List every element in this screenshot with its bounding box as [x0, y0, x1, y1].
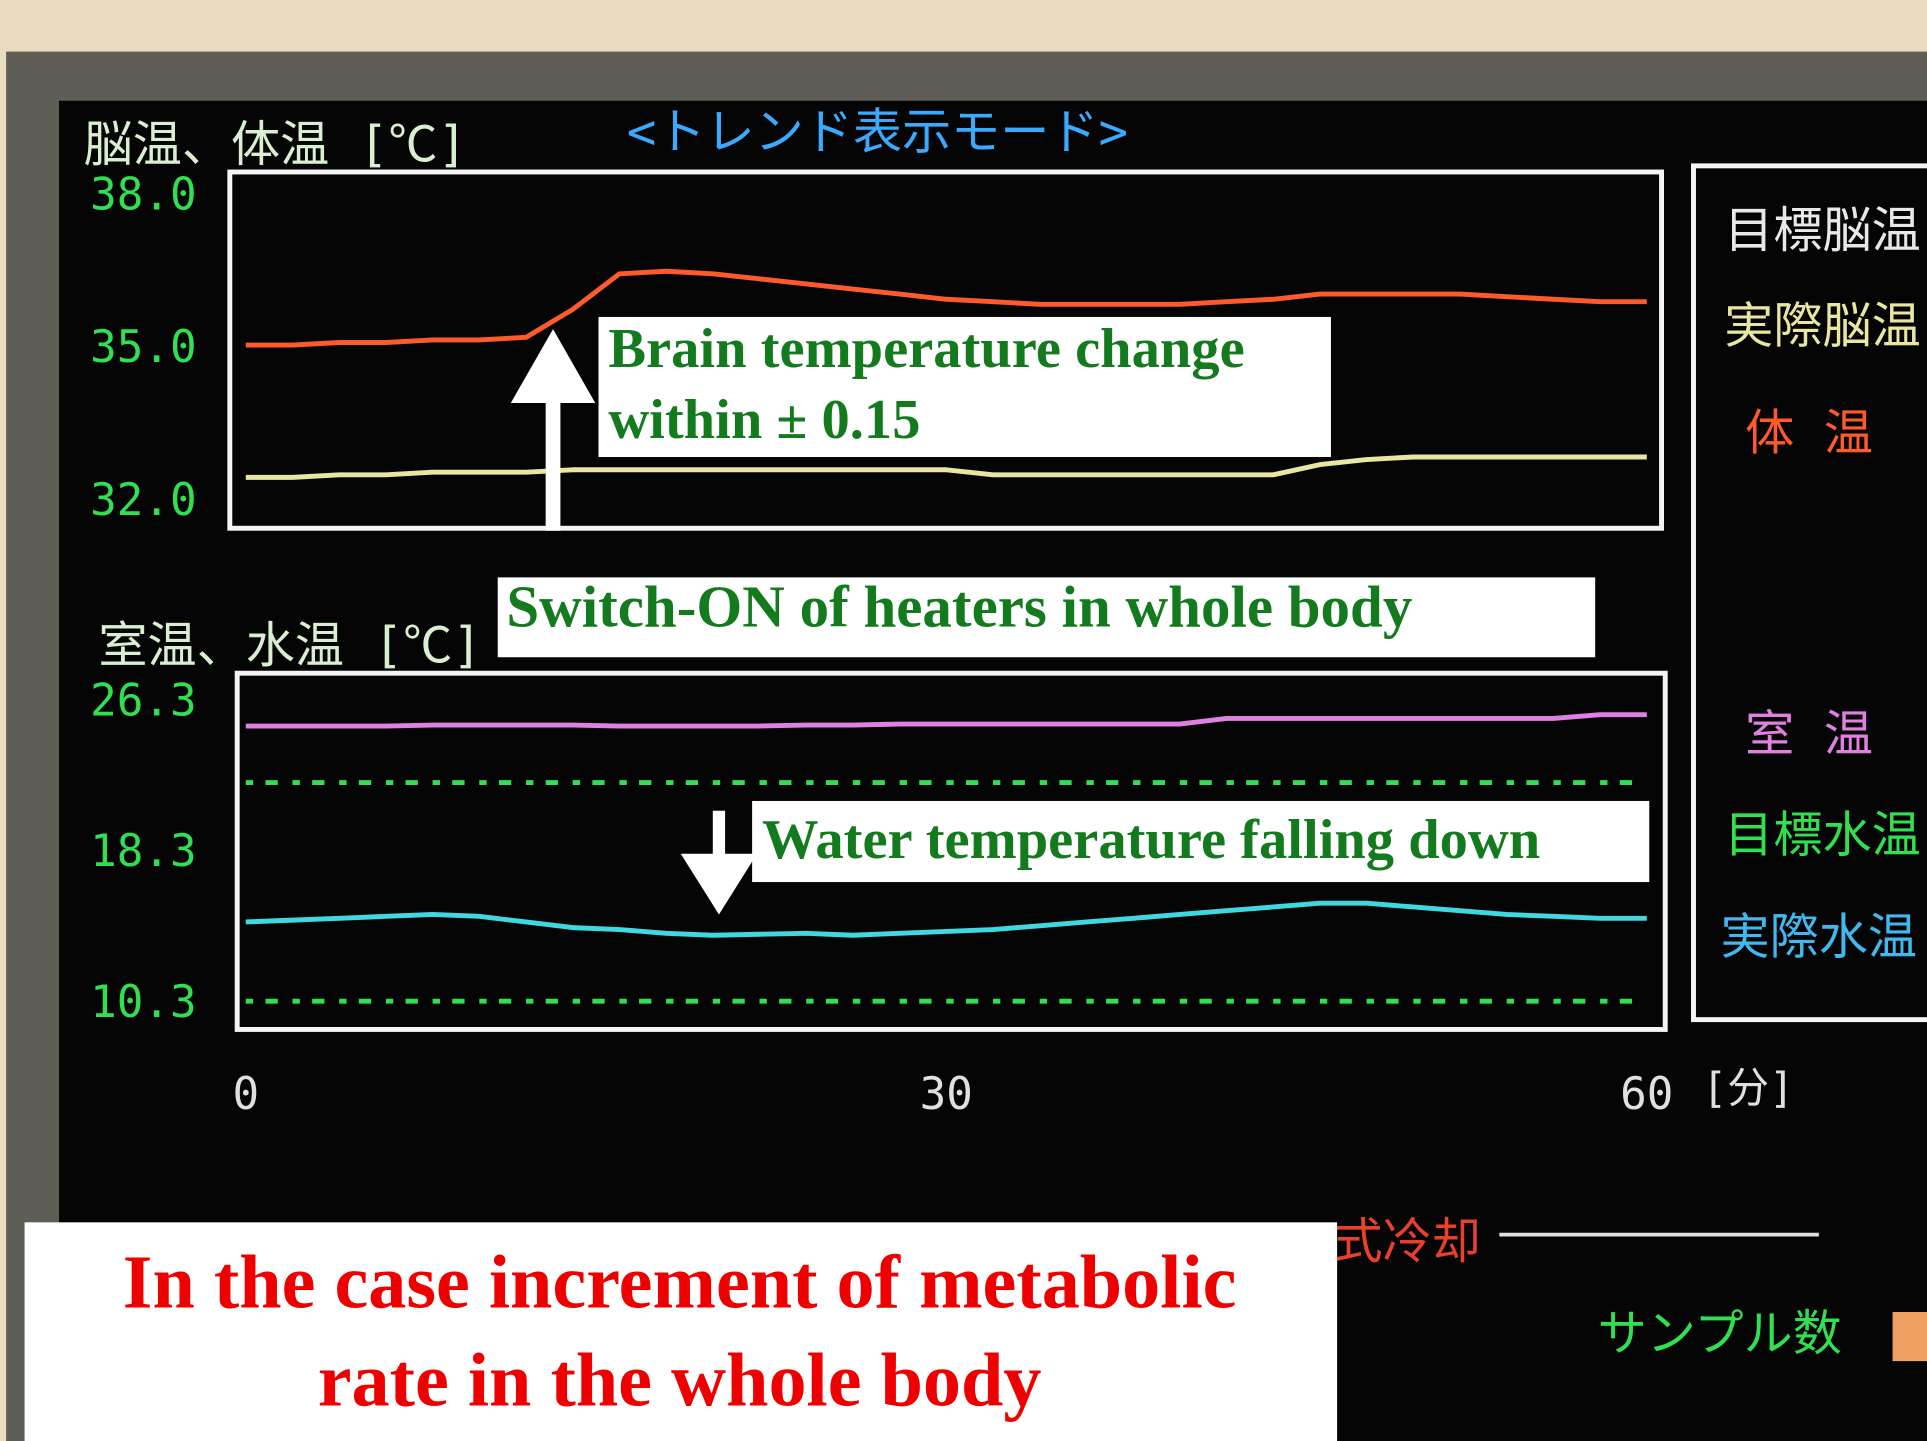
- x-tick-label: 0: [232, 1069, 259, 1120]
- plot-frame: [234, 670, 1668, 1032]
- caption: In the case increment of metabolic: [123, 1240, 1237, 1324]
- legend-entry: 室 温: [1745, 705, 1873, 763]
- y-axis-label: 室温、水温 [℃]: [98, 616, 482, 674]
- legend-entry: 目標水温: [1724, 805, 1921, 863]
- side-panel-frame: [1691, 163, 1927, 1023]
- annotation-box: [752, 800, 1650, 883]
- x-axis-label: [分]: [1702, 1063, 1794, 1112]
- arrow-up: [510, 329, 596, 531]
- annotation-box: [598, 316, 1331, 457]
- y-tick-label: 35.0: [90, 322, 197, 373]
- y-tick-label: 32.0: [90, 475, 197, 526]
- y-tick-label: 38.0: [90, 169, 197, 220]
- y-tick-label: 10.3: [90, 977, 197, 1028]
- plots: 38.0 35.0 32.0 26.3 18.3 10.3 0 30 60: [90, 169, 1673, 1120]
- y-tick-label: 18.3: [90, 826, 197, 877]
- sample-count-label: サンプル数: [1598, 1304, 1842, 1362]
- side-label: 目標脳温: [1724, 201, 1921, 259]
- series-line: [245, 900, 1647, 938]
- arrow-down: [680, 810, 758, 915]
- indicator: [1892, 1312, 1927, 1362]
- caption-box: [24, 1222, 1338, 1441]
- annotation: within ± 0.15: [608, 389, 920, 451]
- legend-entry: 実際水温: [1721, 907, 1918, 965]
- x-tick-label: 60: [1620, 1069, 1673, 1120]
- annotation: Brain temperature change: [608, 318, 1244, 380]
- y-axis-label: 脳温、体温 [℃]: [84, 115, 468, 173]
- series-line: [245, 454, 1647, 480]
- annotation: Water temperature falling down: [762, 809, 1540, 871]
- series-line: [245, 268, 1647, 348]
- caption: rate in the whole body: [318, 1339, 1042, 1423]
- annotation-box: [497, 577, 1596, 658]
- series-line: [245, 712, 1647, 729]
- legend-entry: 体 温: [1745, 404, 1873, 462]
- annotation: Switch-ON of heaters in whole body: [506, 574, 1412, 640]
- x-tick-label: 30: [920, 1069, 973, 1120]
- y-tick-label: 26.3: [90, 675, 197, 726]
- chart-title: <トレンド表示モード>: [627, 103, 1128, 161]
- legend-entry: 実際脳温: [1724, 297, 1921, 355]
- status-label: 式冷却: [1333, 1212, 1480, 1270]
- plot-frame: [227, 169, 1665, 531]
